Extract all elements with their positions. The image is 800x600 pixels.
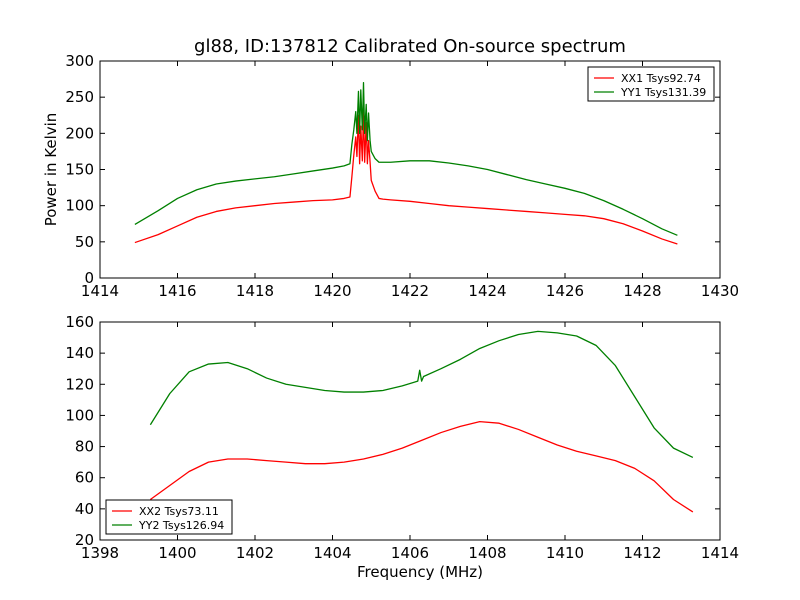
top-chart-panel: 1414 1416 1418 1420 1422 1424 1426 1428 1430 0 50 1… — [42, 52, 739, 300]
top-y-tick-label: 200 — [65, 124, 94, 142]
bottom-legend-label: XX2 Tsys73.11 — [139, 505, 219, 518]
top-x-tick-label: 1430 — [701, 282, 739, 300]
bottom-y-tick-label: 80 — [75, 438, 94, 456]
bottom-y-tick-label: 120 — [65, 375, 94, 393]
top-y-tick-label: 0 — [84, 269, 94, 287]
bottom-chart-panel: 1398 1400 1402 1404 1406 1408 1410 1412 1414 20 40… — [65, 313, 739, 581]
bottom-x-tick-label: 1406 — [391, 544, 429, 562]
bottom-y-tick-label: 100 — [65, 406, 94, 424]
top-y-tick-label: 150 — [65, 161, 94, 179]
top-x-tick-label: 1416 — [158, 282, 196, 300]
bottom-x-axis-label: Frequency (MHz) — [357, 563, 483, 581]
bottom-x-tick-label: 1404 — [313, 544, 351, 562]
bottom-x-tick-label: 1410 — [546, 544, 584, 562]
bottom-series-xx2-line — [149, 421, 694, 513]
top-x-tick-label: 1420 — [313, 282, 351, 300]
bottom-x-tick-label: 1412 — [623, 544, 661, 562]
bottom-y-tick-label: 40 — [75, 500, 94, 518]
top-legend-box — [587, 66, 715, 102]
top-x-tick-label: 1418 — [236, 282, 274, 300]
bottom-x-tick-label: 1400 — [158, 544, 196, 562]
top-y-tick-label: 300 — [65, 52, 94, 70]
bottom-x-tick-label: 1402 — [236, 544, 274, 562]
top-legend-label: YY1 Tsys131.39 — [620, 86, 706, 99]
top-y-axis-label: Power in Kelvin — [42, 113, 60, 227]
top-series-yy1-line — [134, 82, 678, 236]
top-y-tick-label: 50 — [75, 233, 94, 251]
bottom-x-tick-label: 1408 — [468, 544, 506, 562]
top-x-tick-label: 1414 — [81, 282, 119, 300]
bottom-series-yy2-line — [149, 330, 694, 459]
top-legend-label: XX1 Tsys92.74 — [621, 72, 701, 85]
bottom-x-tick-label: 1398 — [81, 544, 119, 562]
bottom-x-tick-label: 1414 — [701, 544, 739, 562]
top-x-tick-label: 1428 — [623, 282, 661, 300]
top-x-tick-label: 1424 — [468, 282, 506, 300]
chart-title: gl88, ID:137812 Calibrated On-source spe… — [194, 36, 626, 57]
bottom-y-tick-label: 160 — [65, 313, 94, 331]
top-y-tick-label: 100 — [65, 197, 94, 215]
bottom-legend-label: YY2 Tsys126.94 — [138, 519, 224, 532]
bottom-y-tick-label: 20 — [75, 531, 94, 549]
top-y-tick-label: 250 — [65, 88, 94, 106]
top-x-tick-label: 1422 — [391, 282, 429, 300]
bottom-legend-box — [105, 499, 233, 535]
bottom-y-tick-label: 60 — [75, 469, 94, 487]
bottom-y-tick-label: 140 — [65, 344, 94, 362]
top-x-tick-label: 1426 — [546, 282, 584, 300]
